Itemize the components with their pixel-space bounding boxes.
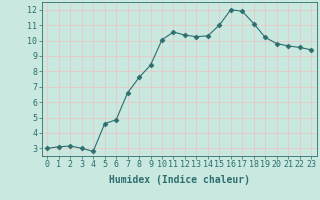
X-axis label: Humidex (Indice chaleur): Humidex (Indice chaleur)	[109, 175, 250, 185]
